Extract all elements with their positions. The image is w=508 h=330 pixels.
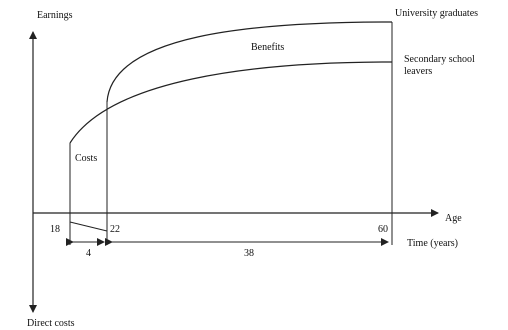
tick-age-22: 22 bbox=[110, 224, 120, 235]
costs-label: Costs bbox=[75, 153, 97, 164]
x-axis-label: Age bbox=[445, 213, 462, 224]
tick-age-60: 60 bbox=[378, 224, 388, 235]
benefits-label: Benefits bbox=[251, 42, 284, 53]
time-axis-label: Time (years) bbox=[407, 238, 458, 249]
study-years-label: 4 bbox=[86, 248, 91, 259]
y-axis-top-label: Earnings bbox=[37, 10, 73, 21]
university-graduates-curve bbox=[106, 21, 393, 103]
tick-age-18: 18 bbox=[50, 224, 60, 235]
y-axis-bottom-label: Direct costs bbox=[27, 318, 75, 329]
direct-costs-slope bbox=[69, 221, 108, 232]
secondary-label-line1: Secondary school bbox=[404, 54, 475, 65]
working-years-label: 38 bbox=[244, 248, 254, 259]
secondary-label-line2: leavers bbox=[404, 66, 432, 77]
university-label: University graduates bbox=[395, 8, 478, 19]
secondary-school-curve bbox=[69, 61, 393, 144]
